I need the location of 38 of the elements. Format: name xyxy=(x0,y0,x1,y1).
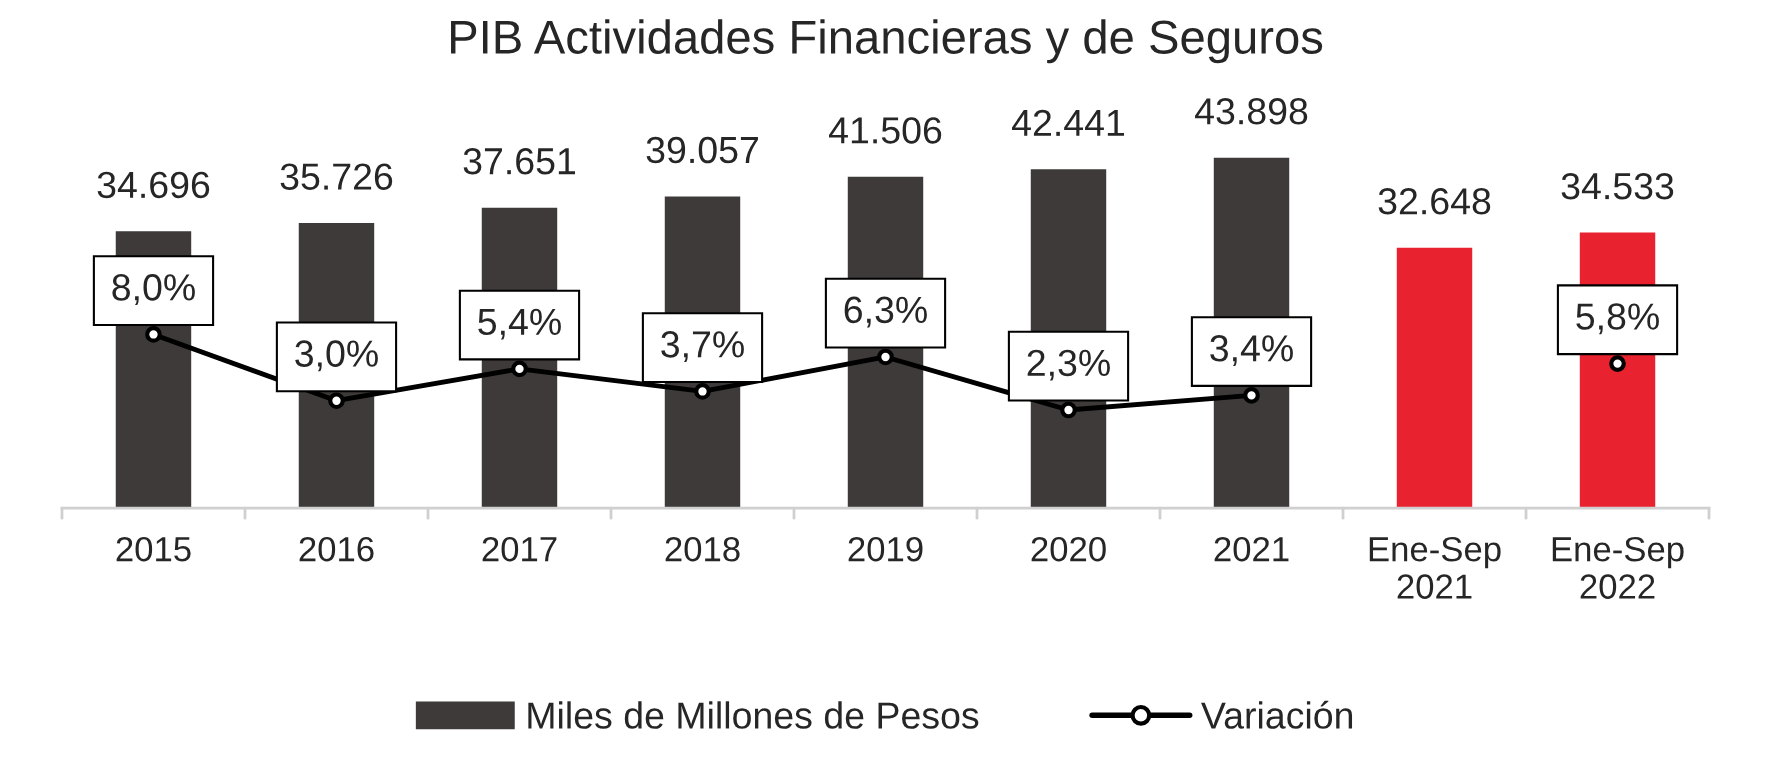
legend-label: Miles de Millones de Pesos xyxy=(528,701,979,729)
data-label: 35.726 xyxy=(280,163,393,190)
data-label: 5,4% xyxy=(478,308,561,340)
point xyxy=(145,326,162,343)
x-tick-label: 2015 xyxy=(116,536,191,562)
data-label: 43.898 xyxy=(1195,98,1308,125)
data-label: 41.506 xyxy=(829,117,942,144)
x-tick-label: Ene-Sep 2021 xyxy=(1369,536,1501,599)
legend-label: Variación xyxy=(1201,700,1353,729)
x-tick-label: 2016 xyxy=(299,536,374,562)
x-tick-label: Ene-Sep 2022 xyxy=(1552,536,1684,599)
point xyxy=(1060,401,1077,419)
data-label: 3,7% xyxy=(661,331,744,363)
point xyxy=(694,383,711,400)
x-tick-label: 2019 xyxy=(848,536,923,562)
data-label: 2,3% xyxy=(1027,349,1110,381)
data-label: 3,4% xyxy=(1210,335,1293,367)
bar xyxy=(1395,246,1474,509)
x-tick-label: 2017 xyxy=(482,536,557,562)
data-label: 34.533 xyxy=(1561,172,1674,200)
chart-title: PIB Actividades Financieras y de Seguros xyxy=(451,19,1323,64)
data-label: 39.057 xyxy=(646,136,758,164)
data-label: 5,8% xyxy=(1576,303,1659,335)
data-label: 34.696 xyxy=(97,171,210,199)
data-label: 37.651 xyxy=(463,147,576,175)
data-label: 42.441 xyxy=(1012,109,1125,136)
x-tick-label: 2018 xyxy=(665,536,740,562)
point xyxy=(328,392,345,410)
point xyxy=(1243,387,1260,404)
data-label: 32.648 xyxy=(1378,188,1491,215)
data-label: 6,3% xyxy=(844,296,927,328)
data-label: 3,0% xyxy=(295,340,378,372)
x-tick-label: 2021 xyxy=(1214,536,1289,562)
point xyxy=(877,348,894,366)
x-tick-label: 2020 xyxy=(1031,536,1106,562)
point xyxy=(511,360,528,378)
data-label: 8,0% xyxy=(112,274,195,306)
point xyxy=(1609,355,1626,372)
